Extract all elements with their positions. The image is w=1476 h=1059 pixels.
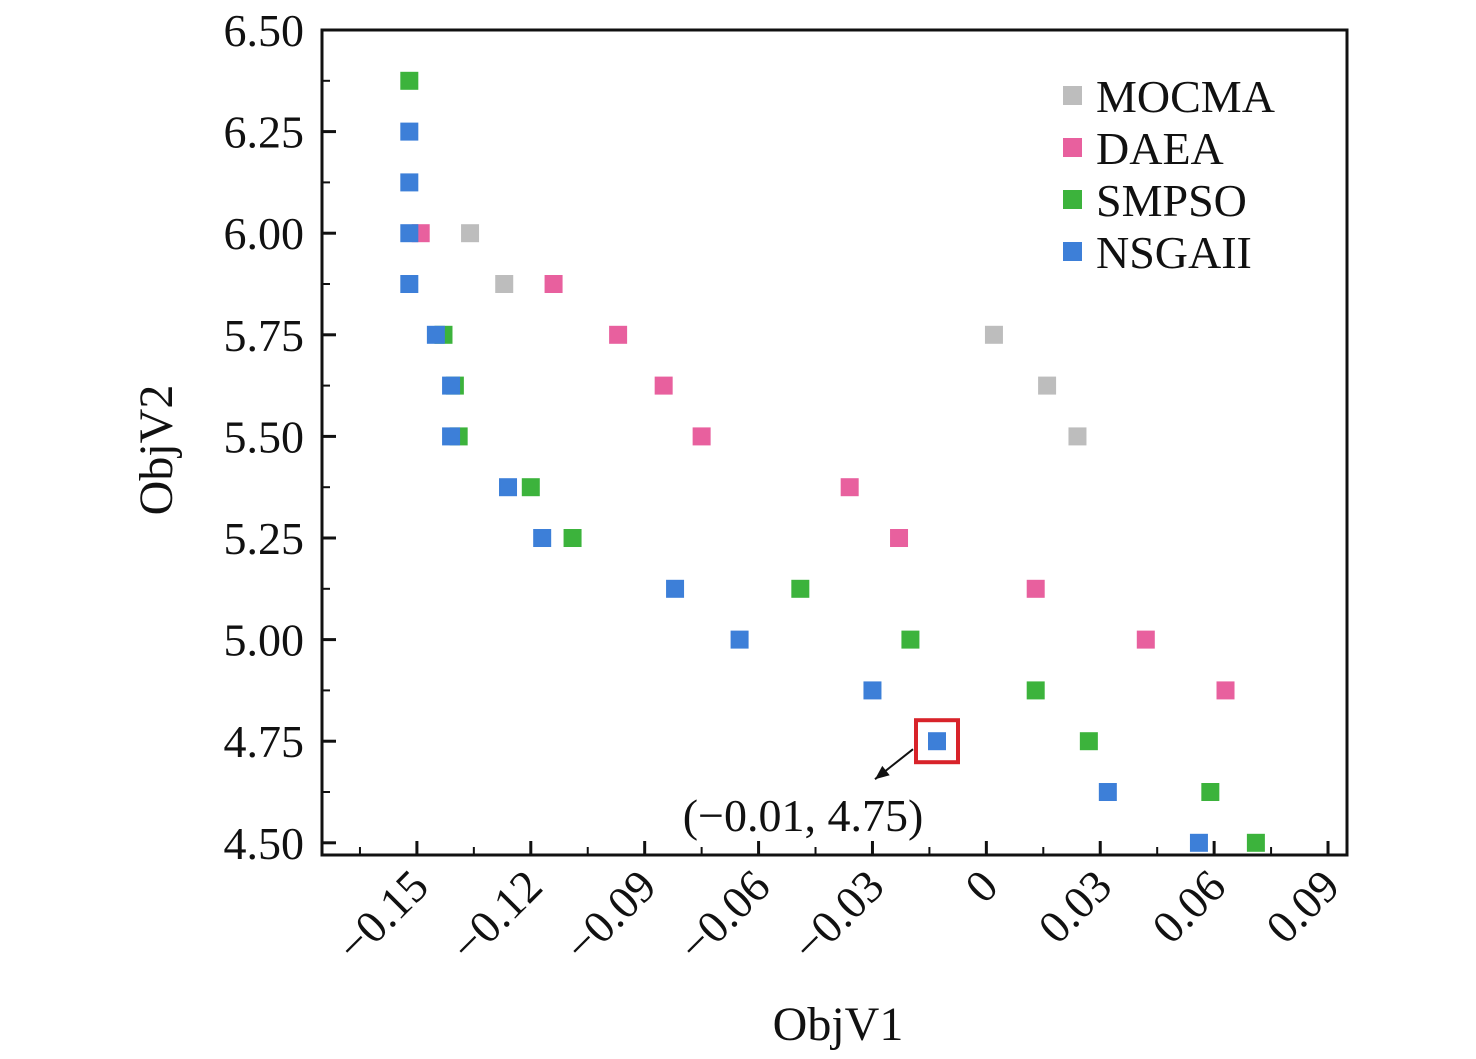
x-tick-label: 0.06	[1142, 860, 1235, 953]
y-tick-label: 5.00	[224, 615, 305, 666]
x-tick-label: −0.06	[668, 860, 779, 971]
data-point	[1038, 376, 1057, 395]
data-point	[1201, 783, 1220, 802]
legend-label-daea: DAEA	[1096, 123, 1224, 174]
data-point	[1026, 579, 1045, 598]
data-point	[400, 224, 419, 243]
data-point	[1026, 681, 1045, 700]
data-point	[461, 224, 480, 243]
data-point	[426, 325, 445, 344]
y-tick-label: 4.50	[224, 818, 305, 869]
data-point	[840, 478, 859, 497]
y-tick-label: 6.50	[224, 5, 305, 56]
data-point	[730, 630, 749, 649]
data-point	[609, 325, 628, 344]
data-point	[544, 275, 563, 294]
data-point	[533, 529, 552, 548]
data-point	[563, 529, 582, 548]
annotation-arrow-head	[875, 765, 890, 780]
legend-label-nsgaii: NSGAII	[1096, 227, 1252, 278]
data-point	[1189, 833, 1208, 852]
y-tick-label: 5.75	[224, 310, 305, 361]
x-tick-label: −0.12	[441, 860, 552, 971]
series-daea	[411, 224, 1235, 700]
data-point	[1216, 681, 1235, 700]
data-point	[499, 478, 518, 497]
series-mocma	[461, 224, 1087, 446]
highlight-box	[914, 718, 960, 765]
data-point	[400, 275, 419, 294]
data-point	[1246, 833, 1265, 852]
legend-label-mocma: MOCMA	[1096, 71, 1275, 122]
x-axis: −0.15 −0.12 −0.09 −0.06 −0.03 0 0.03 0.06 0.09	[327, 841, 1349, 971]
scatter-points	[400, 71, 1265, 852]
data-point	[1136, 630, 1155, 649]
data-point	[692, 427, 711, 446]
data-point	[654, 376, 673, 395]
data-point	[400, 71, 419, 90]
data-point	[442, 427, 461, 446]
data-point	[521, 478, 540, 497]
x-tick-label: −0.03	[782, 860, 893, 971]
data-point	[863, 681, 882, 700]
x-tick-label: 0.09	[1256, 860, 1349, 953]
y-tick-label: 6.00	[224, 208, 305, 259]
x-tick-label: −0.09	[554, 860, 665, 971]
x-axis-title: ObjV1	[773, 998, 904, 1051]
annotation-label: (−0.01, 4.75)	[683, 790, 924, 841]
legend-label-smpso: SMPSO	[1096, 175, 1247, 226]
y-axis-title: ObjV2	[130, 385, 183, 516]
data-point	[901, 630, 920, 649]
data-point	[495, 275, 514, 294]
legend-swatch-nsgaii	[1063, 242, 1082, 261]
data-point	[1079, 732, 1098, 751]
data-point	[791, 579, 810, 598]
plot-frame	[320, 28, 1349, 857]
x-tick-label: −0.15	[327, 860, 438, 971]
data-point	[984, 325, 1003, 344]
data-point	[928, 732, 946, 751]
data-point	[442, 376, 461, 395]
y-tick-label: 5.50	[224, 411, 305, 462]
annotation: (−0.01, 4.75)	[683, 718, 960, 841]
data-point	[1098, 783, 1117, 802]
legend-swatch-daea	[1063, 138, 1082, 157]
data-point	[1068, 427, 1087, 446]
legend-swatch-mocma	[1063, 86, 1082, 105]
x-tick-label: 0	[955, 860, 1007, 912]
data-point	[890, 529, 909, 548]
y-tick-label: 5.25	[224, 513, 305, 564]
y-tick-label: 6.25	[224, 107, 305, 158]
x-tick-label: 0.03	[1028, 860, 1121, 953]
y-axis: 4.50 4.75 5.00 5.25 5.50 5.75 6.00 6.25 6.50	[224, 5, 336, 869]
legend-swatch-smpso	[1063, 190, 1082, 209]
series-nsgaii	[400, 122, 1208, 852]
data-point	[666, 579, 685, 598]
data-point	[400, 173, 419, 192]
y-tick-label: 4.75	[224, 716, 305, 767]
data-point	[400, 122, 419, 141]
